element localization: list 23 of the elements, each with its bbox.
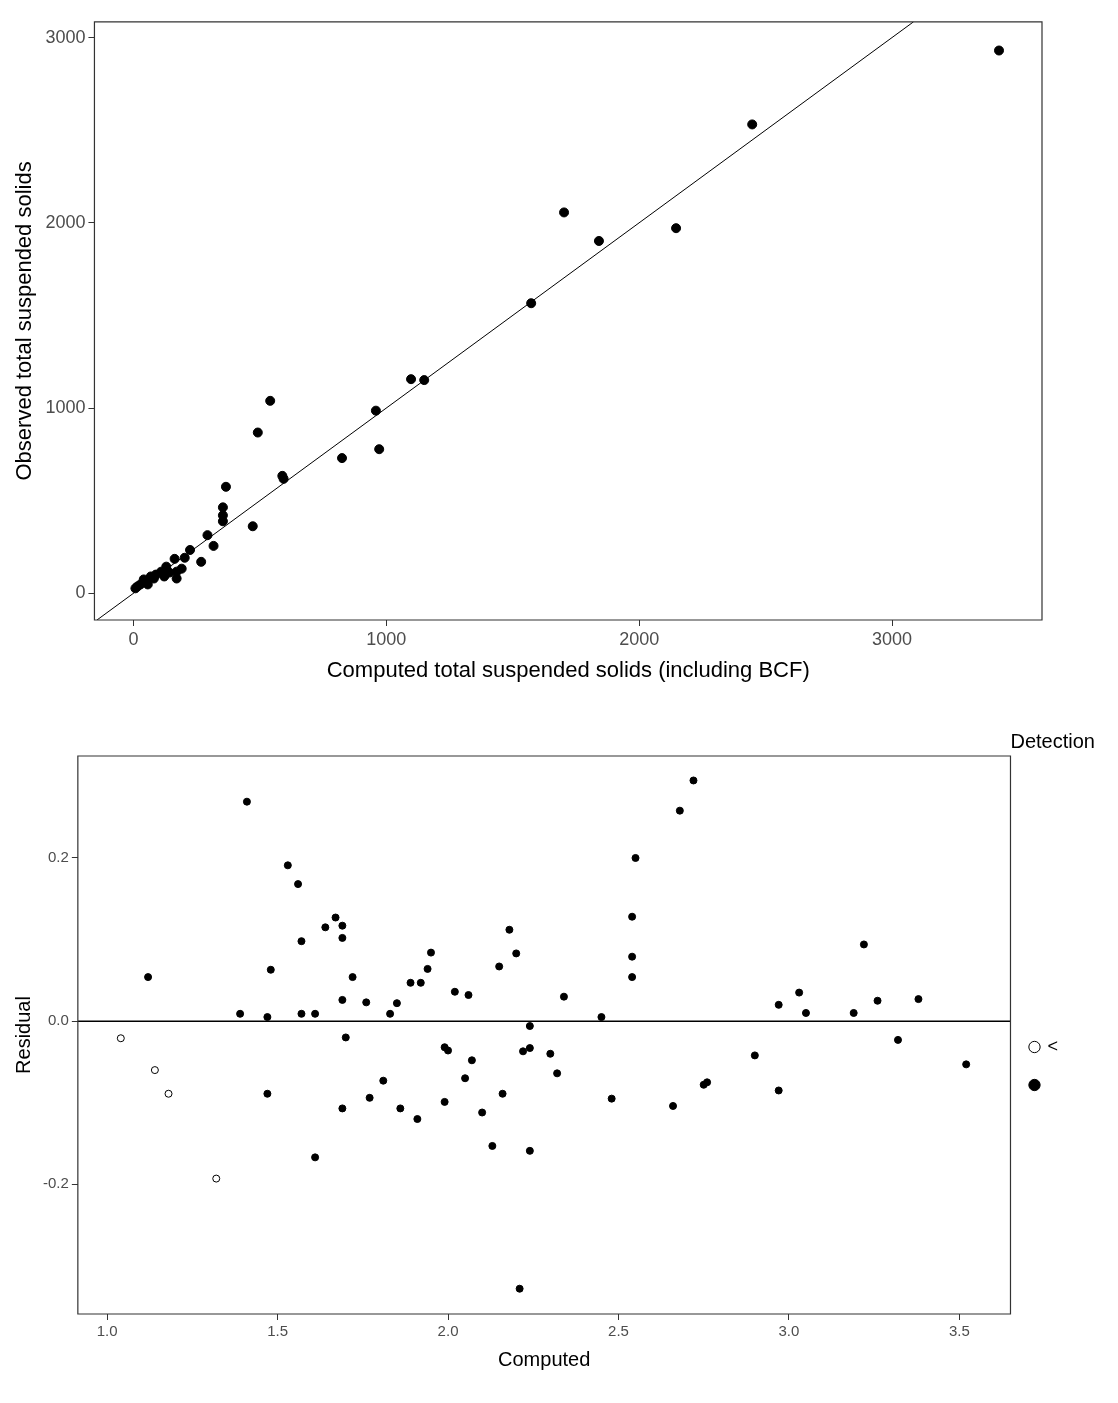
x-tick-label: 3.0 <box>778 1322 800 1340</box>
x-tick-label: 1.0 <box>96 1322 118 1340</box>
x-tick-label: 2000 <box>619 628 660 649</box>
y-axis-title: Residual <box>11 996 34 1074</box>
x-tick-label: 0 <box>128 628 139 649</box>
y-axis-title: Observed total suspended solids <box>11 161 37 481</box>
x-tick-label: 2.5 <box>608 1322 629 1340</box>
y-tick-label: 0 <box>75 582 86 603</box>
y-tick-label: 1000 <box>45 397 86 418</box>
y-tick-label: 0.0 <box>47 1011 69 1029</box>
y-tick-label: 2000 <box>45 211 86 232</box>
legend-title: Detection <box>1010 729 1095 752</box>
x-tick-label: 1.5 <box>267 1322 289 1340</box>
x-tick-label: 3.5 <box>948 1322 970 1340</box>
x-tick-label: 1000 <box>366 628 407 649</box>
x-axis-title: Computed <box>498 1347 591 1370</box>
y-tick-label: -0.2 <box>42 1174 69 1192</box>
y-tick-label: 3000 <box>45 26 86 47</box>
x-axis-title: Computed total suspended solids (including BCF) <box>326 656 810 682</box>
y-tick-label: 0.2 <box>47 848 69 866</box>
legend-label: < <box>1047 1035 1058 1056</box>
x-tick-label: 2.0 <box>437 1322 459 1340</box>
x-tick-label: 3000 <box>872 628 913 649</box>
